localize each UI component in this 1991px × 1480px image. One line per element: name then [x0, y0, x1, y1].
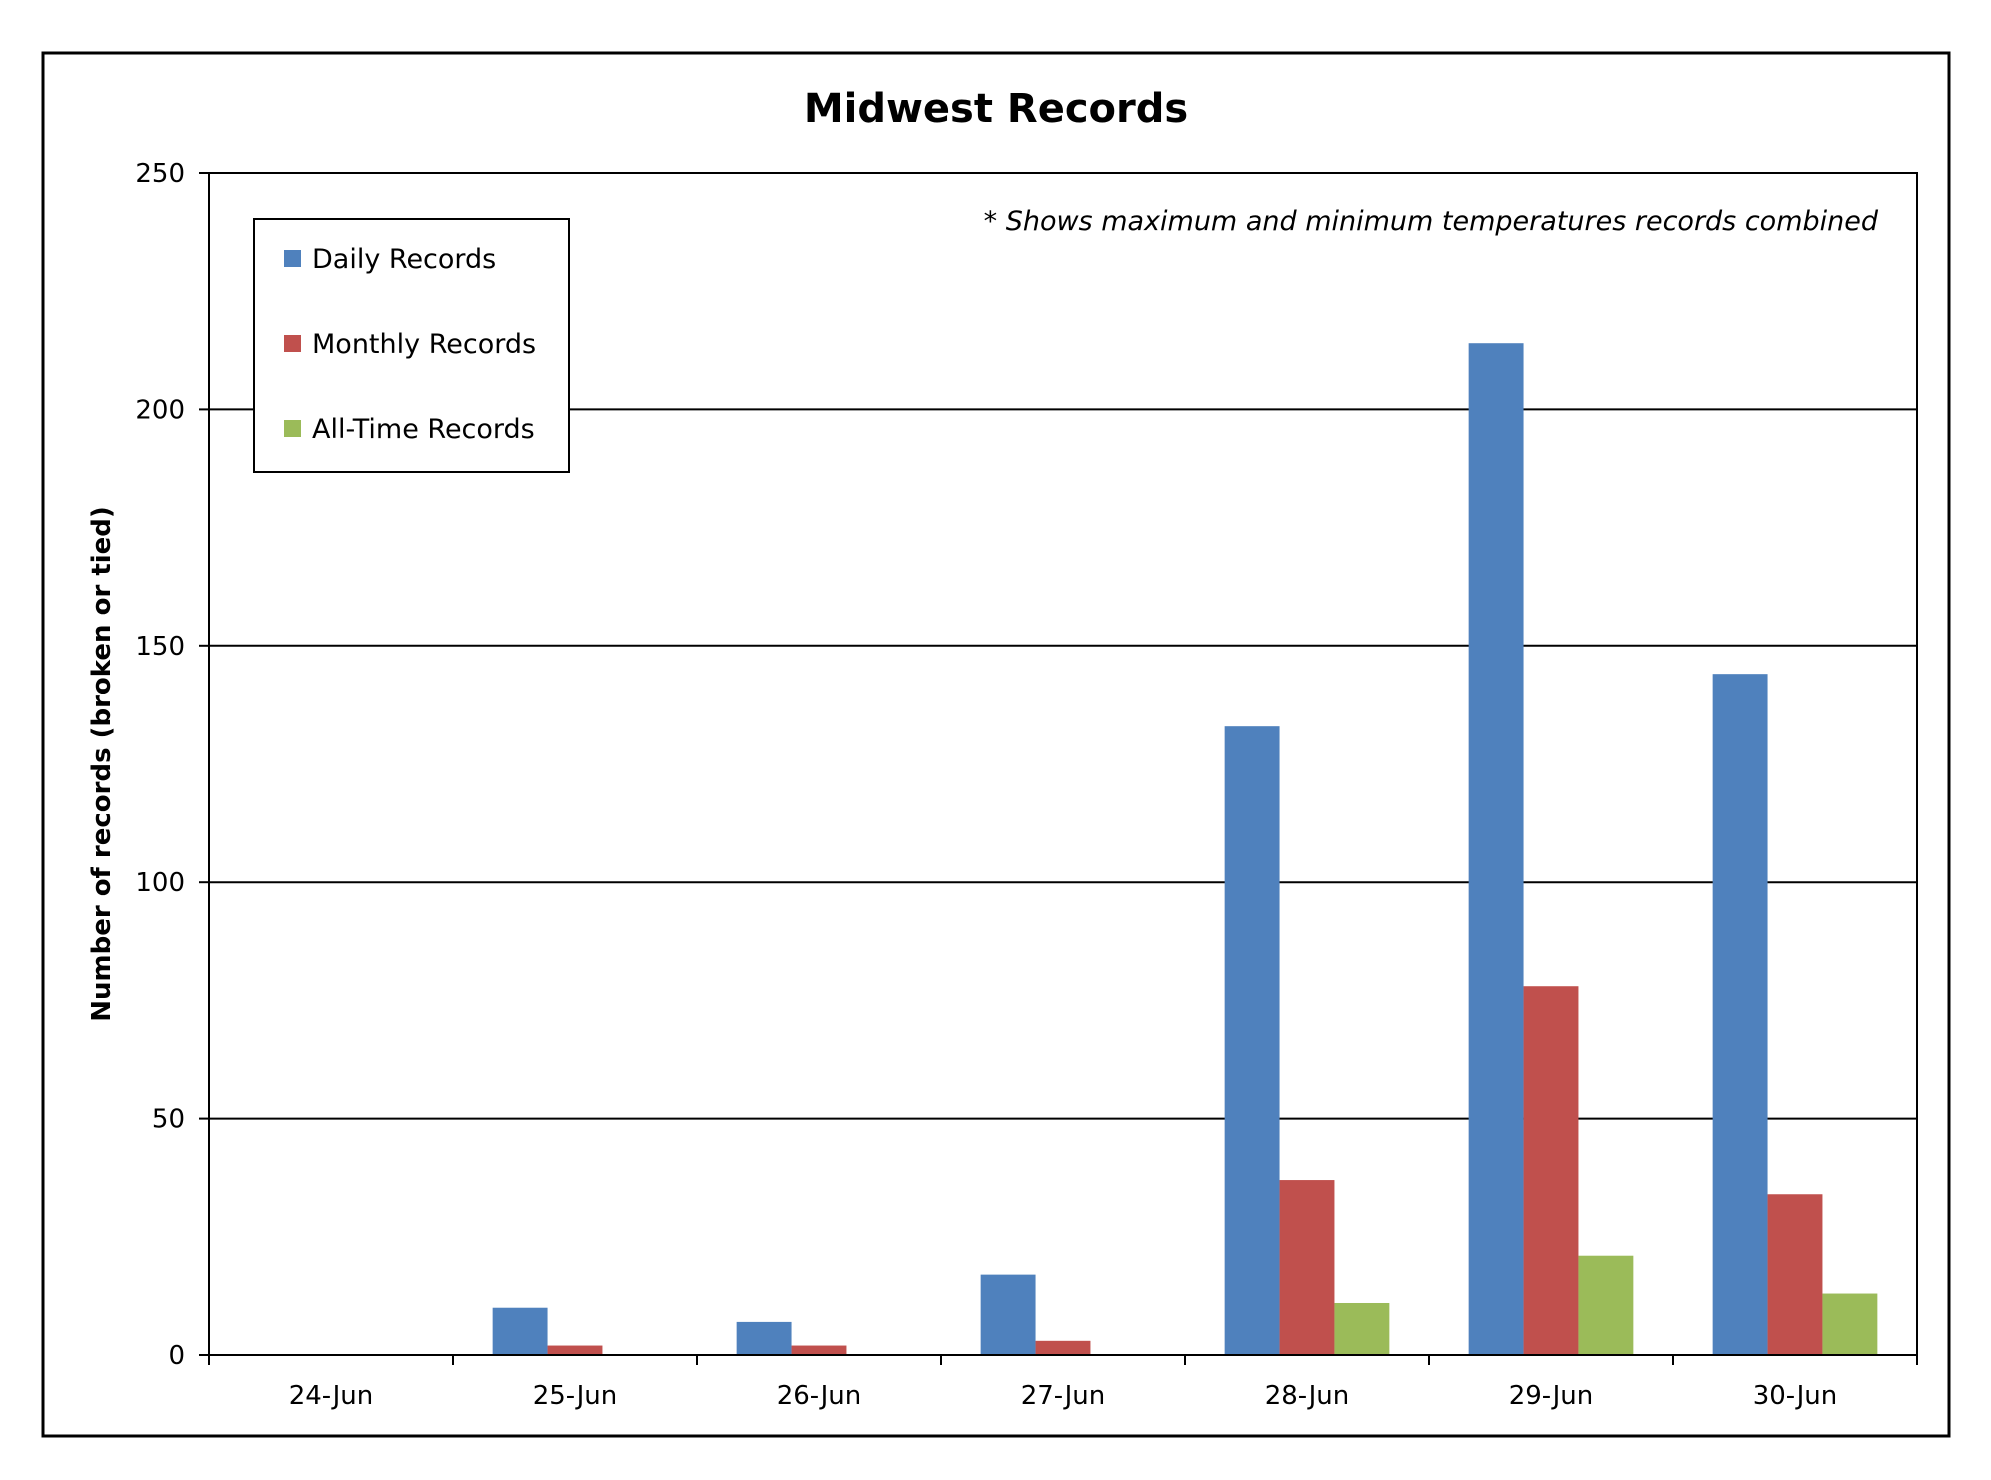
y-axis-label: Number of records (broken or tied)	[87, 506, 117, 1022]
x-tick-label: 27-Jun	[1021, 1381, 1106, 1411]
x-axis: 24-Jun 25-Jun 26-Jun 27-Jun 28-Jun 29-Jun 30-J…	[208, 1355, 1918, 1411]
bar-daily-records-29-jun	[1468, 343, 1524, 1355]
bar-monthly-records-30-jun	[1767, 1194, 1823, 1355]
y-tick-label: 150	[135, 632, 185, 662]
bar-all-time-records-29-jun	[1578, 1255, 1634, 1355]
bar-daily-records-26-jun	[736, 1321, 792, 1355]
x-tick-label: 26-Jun	[777, 1381, 862, 1411]
bars	[492, 343, 1878, 1355]
legend-swatch	[284, 250, 301, 267]
x-tick-label: 30-Jun	[1753, 1381, 1838, 1411]
bar-monthly-records-26-jun	[791, 1345, 847, 1355]
bar-monthly-records-27-jun	[1035, 1340, 1091, 1355]
bar-monthly-records-29-jun	[1523, 986, 1579, 1355]
legend: Daily Records Monthly Records All-Time Rec…	[253, 218, 570, 473]
legend-label: All-Time Records	[312, 414, 535, 445]
y-tick-label: 200	[135, 395, 185, 425]
legend-label: Daily Records	[312, 244, 496, 275]
bar-monthly-records-25-jun	[547, 1345, 603, 1355]
bar-all-time-records-30-jun	[1822, 1293, 1878, 1355]
x-tick-label: 28-Jun	[1265, 1381, 1350, 1411]
bar-daily-records-27-jun	[980, 1274, 1036, 1355]
bar-monthly-records-28-jun	[1279, 1180, 1335, 1355]
gridlines	[209, 408, 1917, 1120]
legend-items: Daily Records Monthly Records All-Time Rec…	[284, 244, 536, 445]
x-tick-label: 25-Jun	[533, 1381, 618, 1411]
y-tick-label: 250	[135, 159, 185, 189]
bar-all-time-records-28-jun	[1334, 1302, 1390, 1355]
y-axis: 0 50 100 150 200 250	[135, 159, 209, 1371]
y-tick-label: 100	[135, 868, 185, 898]
legend-swatch	[284, 335, 301, 352]
plot-area	[208, 172, 1918, 1356]
y-tick-label: 0	[168, 1341, 185, 1371]
bar-daily-records-25-jun	[492, 1307, 548, 1355]
legend-swatch	[284, 420, 301, 437]
x-tick-label: 24-Jun	[289, 1381, 374, 1411]
x-tick-label: 29-Jun	[1509, 1381, 1594, 1411]
legend-label: Monthly Records	[312, 329, 536, 360]
y-tick-label: 50	[152, 1105, 185, 1135]
bar-daily-records-28-jun	[1224, 726, 1280, 1355]
annotation-note: * Shows maximum and minimum temperatures…	[984, 206, 1879, 237]
legend-box	[253, 218, 570, 473]
bar-daily-records-30-jun	[1712, 674, 1768, 1355]
chart-title: Midwest Records	[804, 86, 1188, 132]
